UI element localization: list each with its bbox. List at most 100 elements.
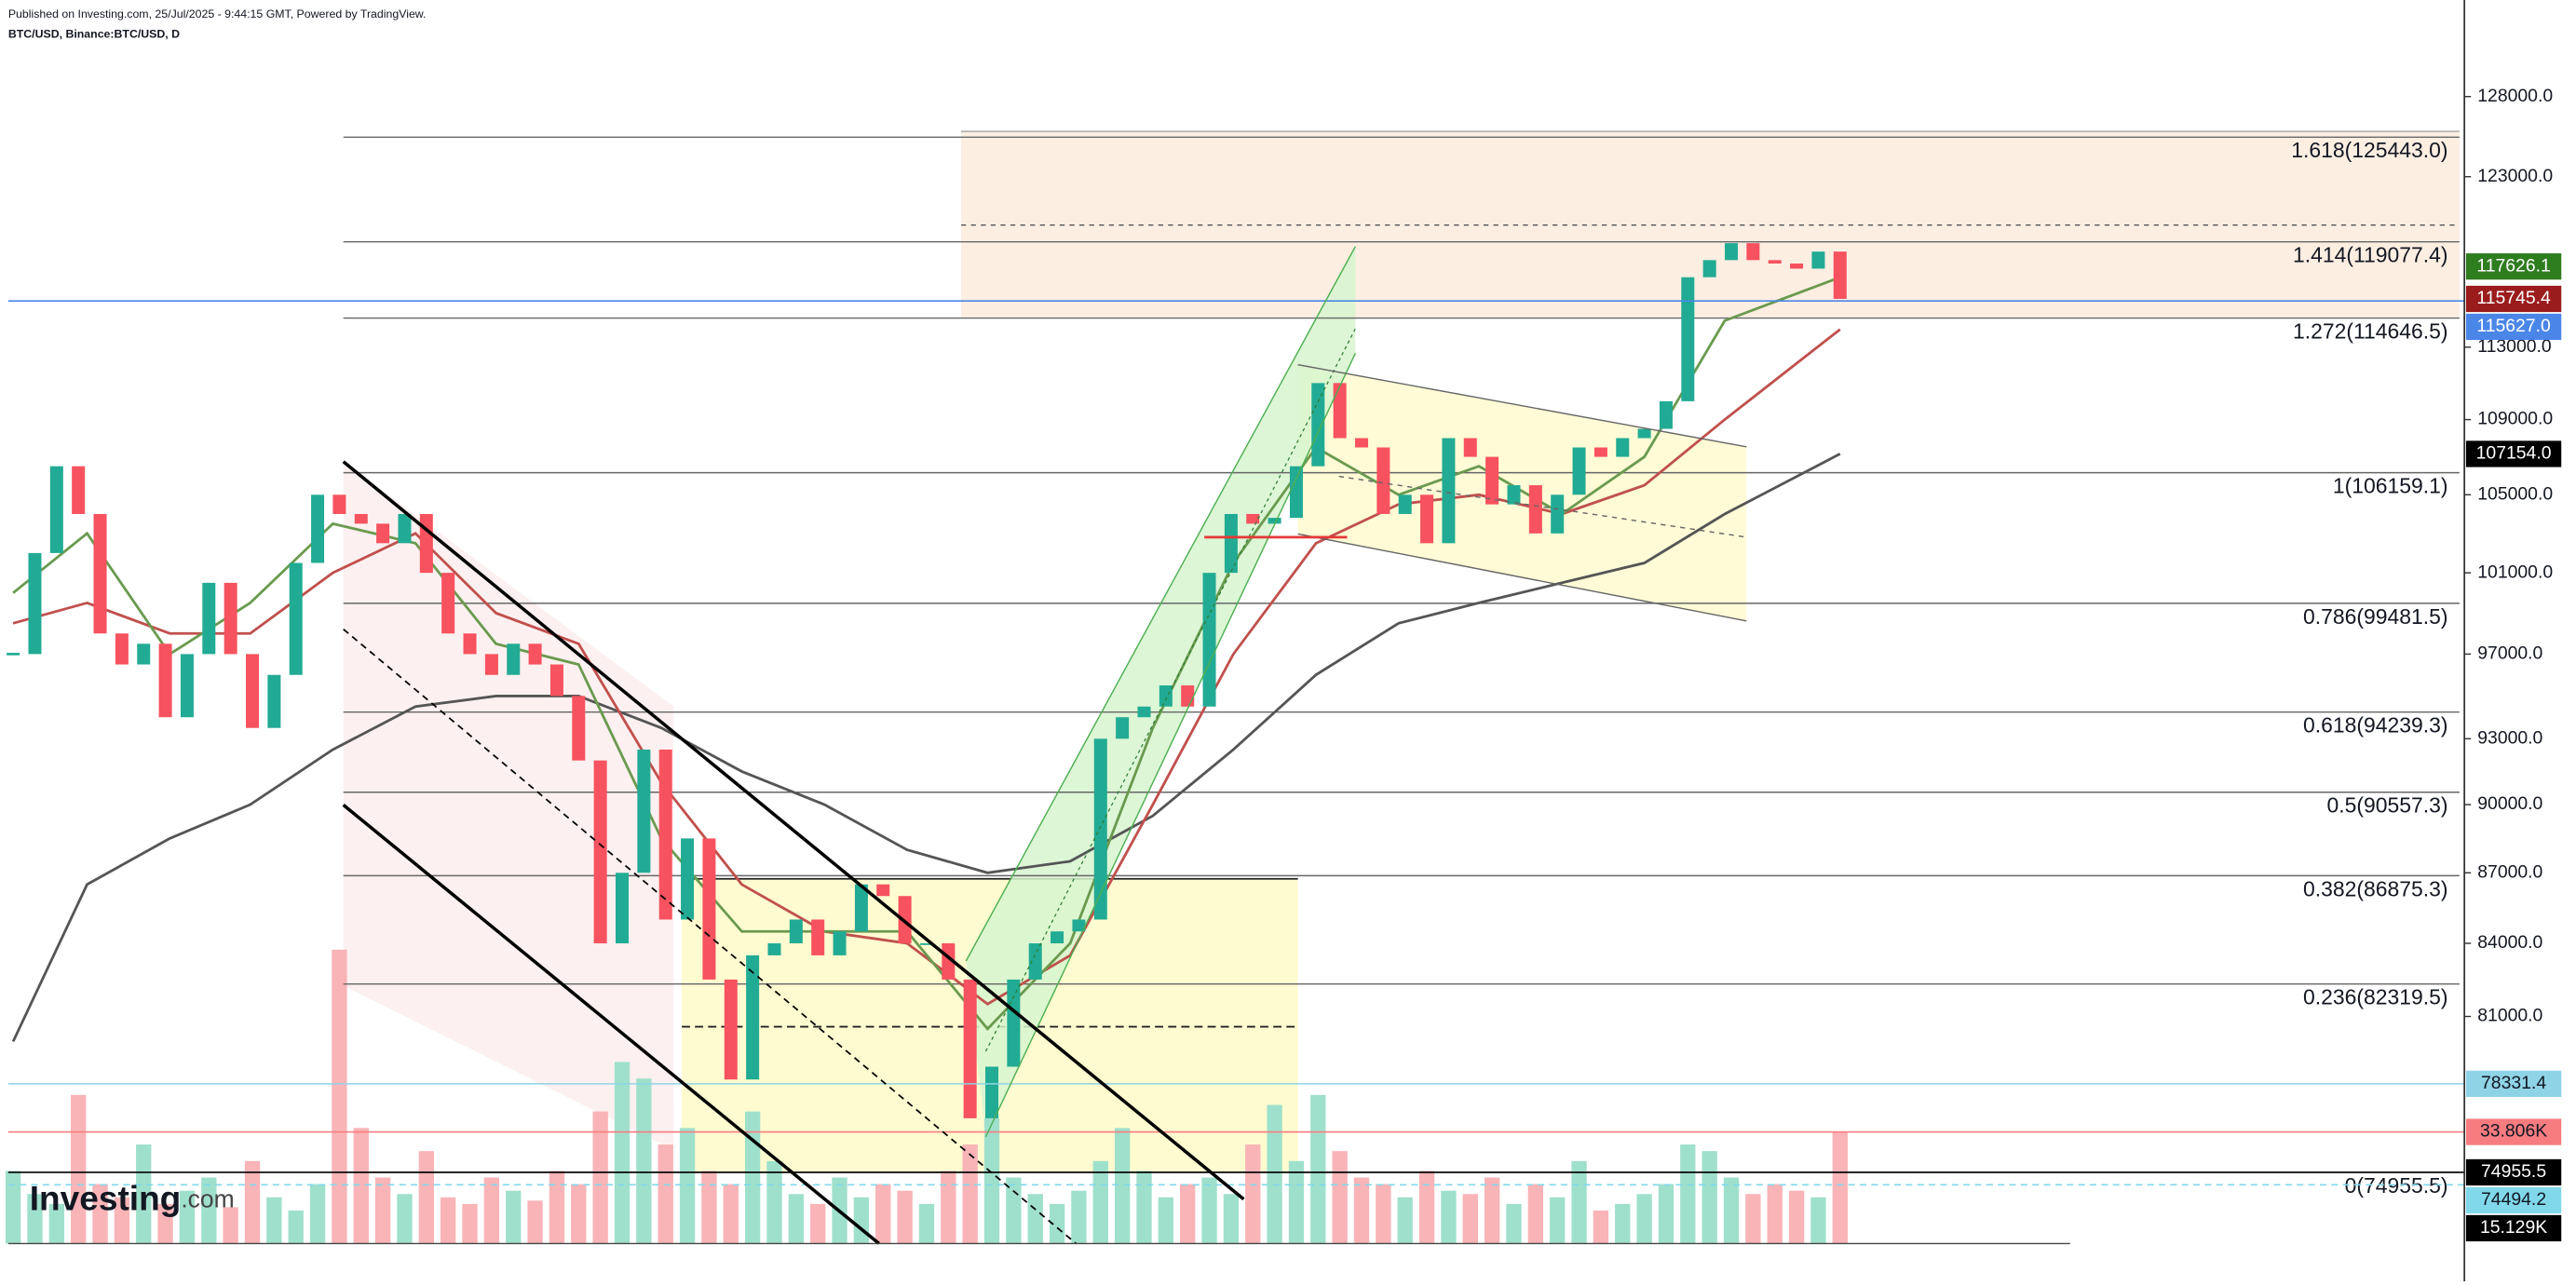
candle <box>746 954 760 1080</box>
candle <box>28 552 42 655</box>
price-tag <box>2465 440 2562 467</box>
y-tick-label: 101000.0 <box>2477 562 2553 582</box>
volume-bar <box>810 1203 826 1244</box>
volume-bar <box>1615 1203 1631 1244</box>
candle <box>833 931 847 955</box>
volume-bar <box>1092 1160 1108 1244</box>
flag-zone <box>1297 364 1747 621</box>
volume-bar <box>1506 1203 1522 1244</box>
volume-bar <box>1767 1184 1783 1244</box>
y-tick-label: 113000.0 <box>2477 336 2552 357</box>
candle <box>919 943 933 945</box>
price-tag-label: 15.129K <box>2480 1217 2547 1238</box>
fib-label: 1.618(125443.0) <box>2291 138 2447 162</box>
volume-bar <box>897 1190 913 1244</box>
candle <box>1246 513 1260 524</box>
candle <box>137 643 151 665</box>
volume-bar <box>962 1144 978 1244</box>
candle <box>854 884 868 932</box>
candle <box>681 838 695 920</box>
fib-label: 0.236(82319.5) <box>2303 985 2447 1009</box>
volume-bar <box>1245 1144 1261 1244</box>
candle <box>158 643 172 718</box>
candle <box>1007 979 1021 1067</box>
volume-bar <box>27 1194 43 1244</box>
volume-bar <box>1180 1184 1196 1244</box>
plot: 1.618(125443.0) 1.414(119077.4) 1.272(1146… <box>5 136 2465 1244</box>
volume-bar <box>1658 1184 1674 1244</box>
volume-bar <box>1223 1194 1240 1244</box>
volume-bar <box>1071 1190 1087 1244</box>
volume-bar <box>136 1144 152 1244</box>
candle <box>1681 277 1695 401</box>
candle <box>1725 243 1739 261</box>
candle <box>507 643 521 675</box>
volume-bar <box>918 1203 935 1244</box>
volume-bar <box>1636 1194 1652 1244</box>
price-tag-label: 74955.5 <box>2481 1161 2546 1182</box>
volume-bar <box>223 1207 238 1244</box>
volume-bar <box>1114 1128 1131 1244</box>
candle <box>1224 513 1238 574</box>
y-tick-label: 128000.0 <box>2477 86 2553 106</box>
drawings-over: Published on Investing.com, 25/Jul/2025 … <box>7 0 2576 1281</box>
volume-bar <box>244 1160 261 1244</box>
volume-bar <box>70 1094 87 1244</box>
candle <box>1528 485 1542 534</box>
fib-label: 1(106159.1) <box>2333 474 2448 498</box>
volume-bar <box>48 1203 64 1244</box>
logo: Investing.com <box>30 1178 235 1217</box>
candle <box>876 884 890 897</box>
price-tag <box>2465 1070 2562 1097</box>
candle <box>1159 685 1173 707</box>
trend-mid <box>343 628 1078 1245</box>
fib-label: 0.382(86875.3) <box>2303 876 2447 900</box>
candle <box>419 513 433 574</box>
fib-label: 0.786(99481.5) <box>2303 604 2447 629</box>
volume-bar <box>266 1197 282 1244</box>
candle <box>354 513 368 524</box>
y-tick-label: 87000.0 <box>2477 861 2542 882</box>
volume-bar <box>614 1062 630 1244</box>
candle <box>245 654 260 728</box>
published-note: Published on Investing.com, 25/Jul/2025 … <box>8 7 427 20</box>
volume-bar <box>636 1078 652 1244</box>
volume-bar <box>527 1200 543 1244</box>
volume-bar <box>1027 1194 1043 1244</box>
volume-bar <box>1441 1190 1457 1244</box>
candle <box>572 696 586 761</box>
candle <box>985 1066 999 1118</box>
candle <box>963 979 977 1118</box>
volume-bar <box>1353 1177 1370 1244</box>
candle <box>1790 263 1804 269</box>
volume-bar <box>1702 1151 1717 1244</box>
candle <box>180 654 194 718</box>
up-channel-line <box>965 246 1357 962</box>
candle <box>49 466 63 553</box>
candle <box>1116 717 1130 739</box>
logo-name: Investing <box>30 1178 182 1217</box>
price-tag <box>2465 1118 2562 1145</box>
price-tag-label: 115627.0 <box>2476 316 2551 336</box>
trend-line <box>342 804 880 1245</box>
fib-label: 0(74955.5) <box>2345 1173 2448 1198</box>
candle <box>1507 485 1521 505</box>
volume-bar <box>5 1171 21 1244</box>
candle <box>1572 447 1586 495</box>
volume-bar <box>592 1111 608 1244</box>
volume-bar <box>658 1144 673 1244</box>
candle <box>1593 447 1607 457</box>
candle <box>1637 428 1651 439</box>
volume-bar <box>1550 1197 1566 1244</box>
volume-bar <box>1288 1160 1305 1244</box>
price-tag-label: 33.806K <box>2480 1121 2547 1142</box>
volume-bar <box>1418 1171 1435 1244</box>
volume-bar <box>1310 1094 1326 1244</box>
candle <box>1289 466 1303 519</box>
volume-bar <box>1810 1197 1826 1244</box>
candle <box>1702 260 1716 278</box>
fib-label: 0.618(94239.3) <box>2303 713 2447 738</box>
symbol: BTC/USD, Binance:BTC/USD, D <box>8 27 180 40</box>
candle <box>1659 400 1673 429</box>
y-tick-label: 84000.0 <box>2477 932 2542 953</box>
